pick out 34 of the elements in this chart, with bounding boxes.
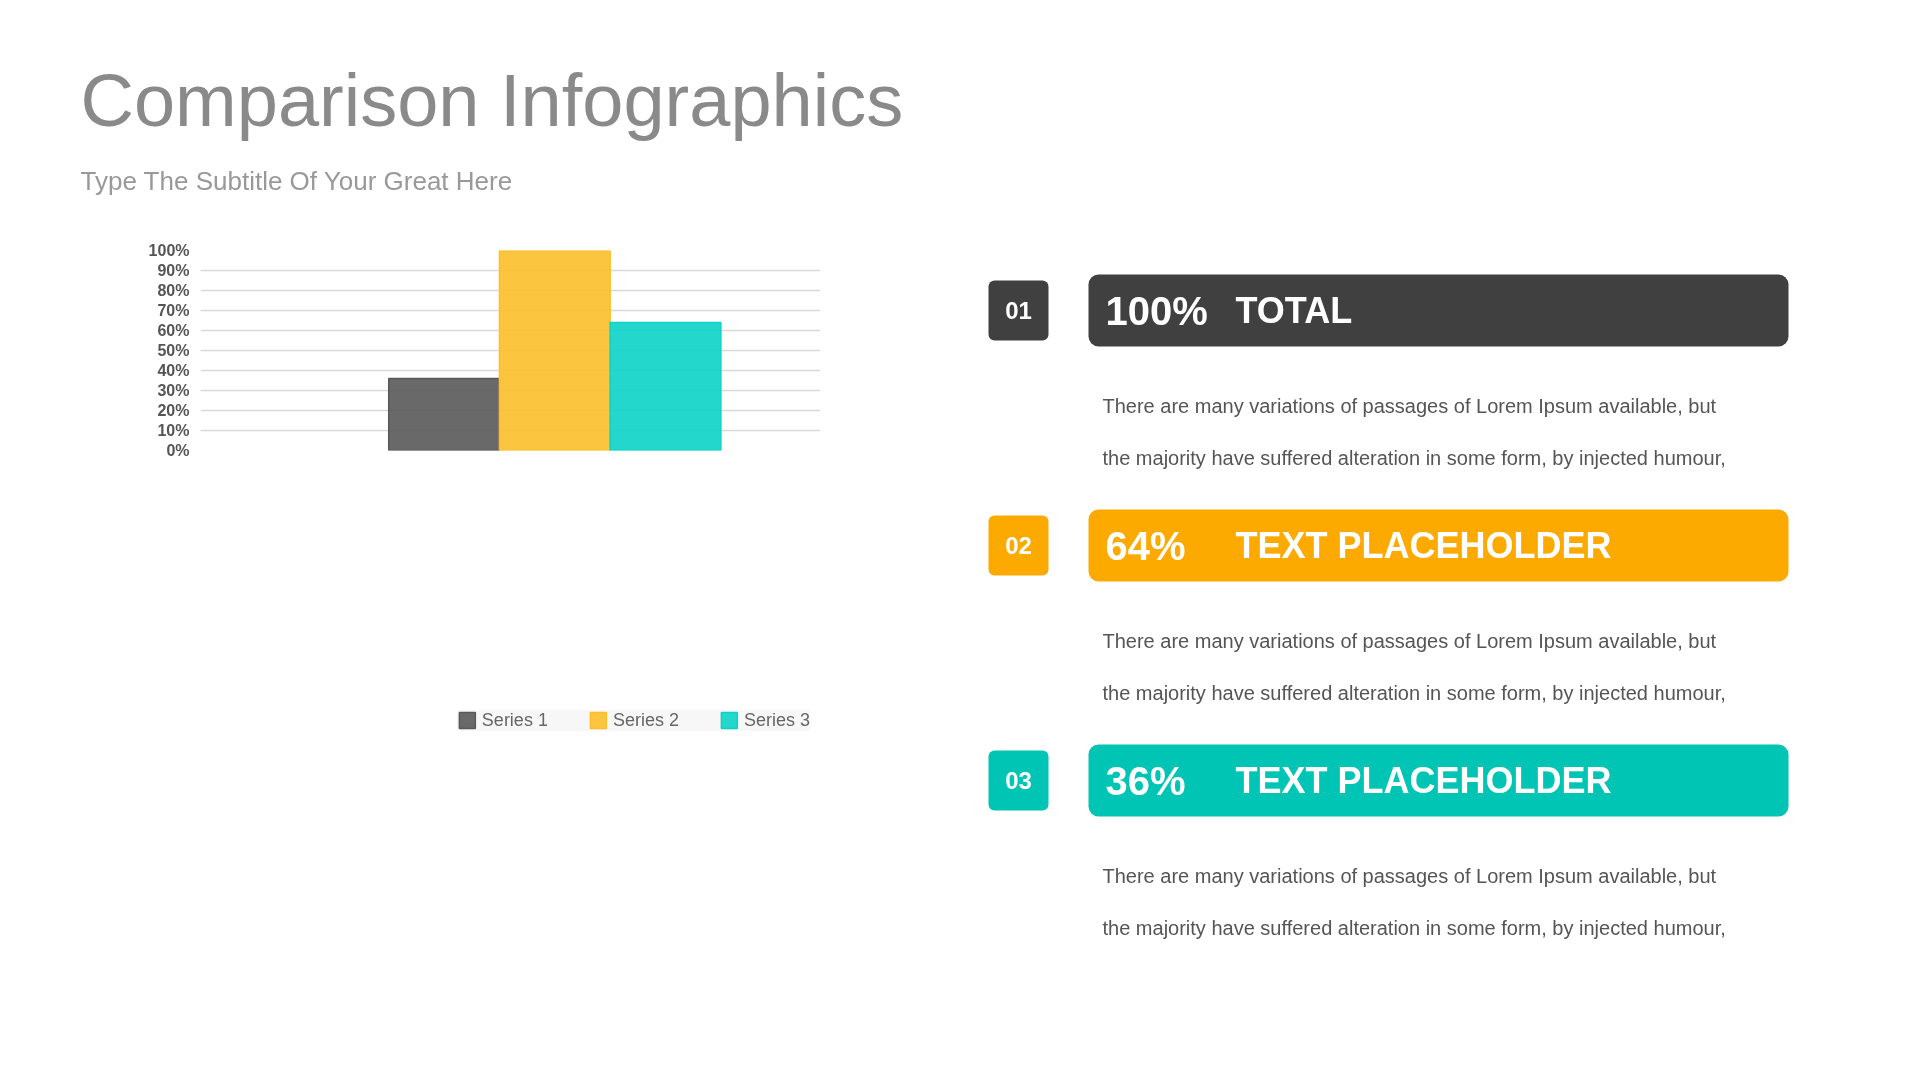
bar [609, 321, 722, 451]
y-tick-label: 60% [157, 322, 190, 339]
chart-subtitle: Type The Subtitle Of Your Great Here [80, 165, 513, 196]
text: TEXT PLACEHOLDER [1235, 525, 1612, 566]
text: the majority have suffered alteration in some form, by injected humour, [1102, 681, 1726, 704]
chart-title: Comparison Infographics [80, 59, 904, 142]
text: 100% [1105, 288, 1208, 333]
y-tick-label: 90% [157, 262, 190, 279]
legend-label: Series 1 [481, 709, 548, 731]
text: There are many variations of passages of Lorem Ipsum available, but [1102, 864, 1717, 887]
text: the majority have suffered alteration in some form, by injected humour, [1102, 916, 1726, 939]
text: 02 [1005, 532, 1032, 559]
text: TOTAL [1235, 290, 1353, 331]
text: There are many variations of passages of Lorem Ipsum available, but [1102, 394, 1717, 417]
y-tick-label: 100% [148, 242, 190, 259]
bar [387, 377, 501, 451]
y-tick-label: 40% [157, 362, 190, 379]
legend-label: Series 3 [743, 709, 810, 731]
text: 03 [1005, 767, 1032, 794]
text: the majority have suffered alteration in some form, by injected humour, [1102, 446, 1726, 469]
y-tick-label: 0% [166, 442, 190, 459]
y-tick-label: 80% [157, 282, 190, 299]
text: There are many variations of passages of Lorem Ipsum available, but [1102, 629, 1717, 652]
text: TEXT PLACEHOLDER [1235, 760, 1612, 801]
y-tick-label: 30% [157, 382, 190, 399]
y-tick-label: 20% [157, 402, 190, 419]
y-tick-label: 10% [157, 422, 190, 439]
text: 01 [1005, 297, 1032, 324]
legend-label: Series 2 [612, 709, 679, 731]
y-tick-label: 50% [157, 342, 190, 359]
text: 64% [1105, 523, 1186, 568]
text: 36% [1105, 758, 1186, 803]
y-tick-label: 70% [157, 302, 190, 319]
bar [498, 250, 611, 451]
